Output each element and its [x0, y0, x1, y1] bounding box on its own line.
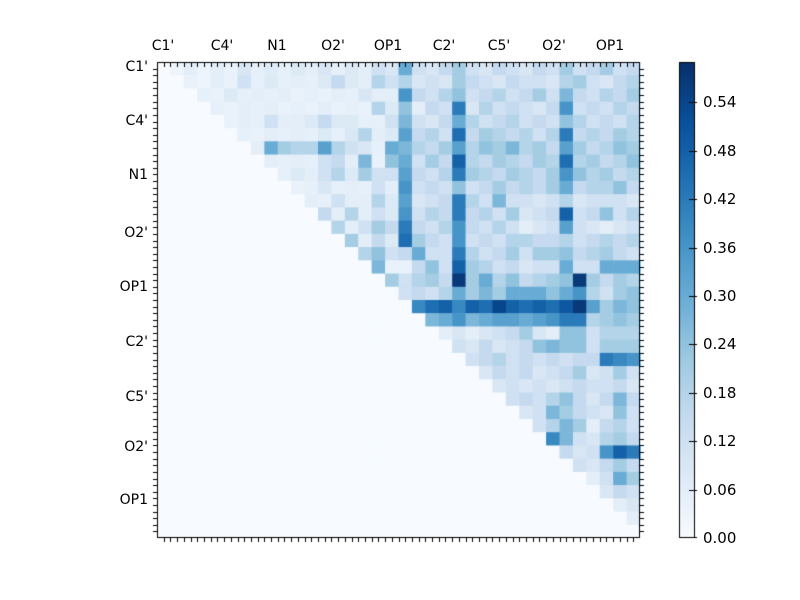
colorbar-tick-label: 0.00: [703, 529, 737, 547]
x-tick-label: O2': [321, 38, 345, 54]
colorbar-tick-label: 0.36: [703, 238, 737, 257]
colorbar-tick-label: 0.48: [703, 141, 737, 160]
x-tick-label: N1: [267, 38, 287, 54]
y-tick-label: C4': [125, 113, 148, 129]
x-tick-label: OP1: [373, 38, 403, 54]
x-tick-label: C1': [151, 38, 175, 54]
colorbar-tick-label: 0.12: [703, 432, 737, 451]
x-tick-label: O2': [542, 38, 566, 54]
y-tick-label: OP1: [119, 492, 148, 508]
colorbar-tick-label: 0.42: [703, 190, 737, 209]
colorbar-tick-label: 0.18: [703, 383, 737, 402]
y-tick-label: C1': [125, 59, 148, 75]
x-tick-label: C4': [210, 38, 234, 54]
x-tick-label: OP1: [595, 38, 625, 54]
y-tick-label: N1: [128, 167, 148, 183]
x-tick-label: C2': [432, 38, 456, 54]
colorbar-tick-label: 0.24: [703, 335, 737, 354]
y-tick-label: OP1: [119, 279, 148, 295]
y-tick-label: C2': [125, 334, 148, 350]
colorbar-tick-label: 0.30: [703, 286, 737, 305]
x-tick-label: C5': [487, 38, 511, 54]
y-tick-label: C5': [125, 389, 148, 405]
y-tick-label: O2': [124, 439, 148, 455]
colorbar-tick-label: 0.54: [703, 93, 737, 112]
y-tick-label: O2': [124, 225, 148, 241]
colorbar-tick-label: 0.06: [703, 480, 737, 499]
